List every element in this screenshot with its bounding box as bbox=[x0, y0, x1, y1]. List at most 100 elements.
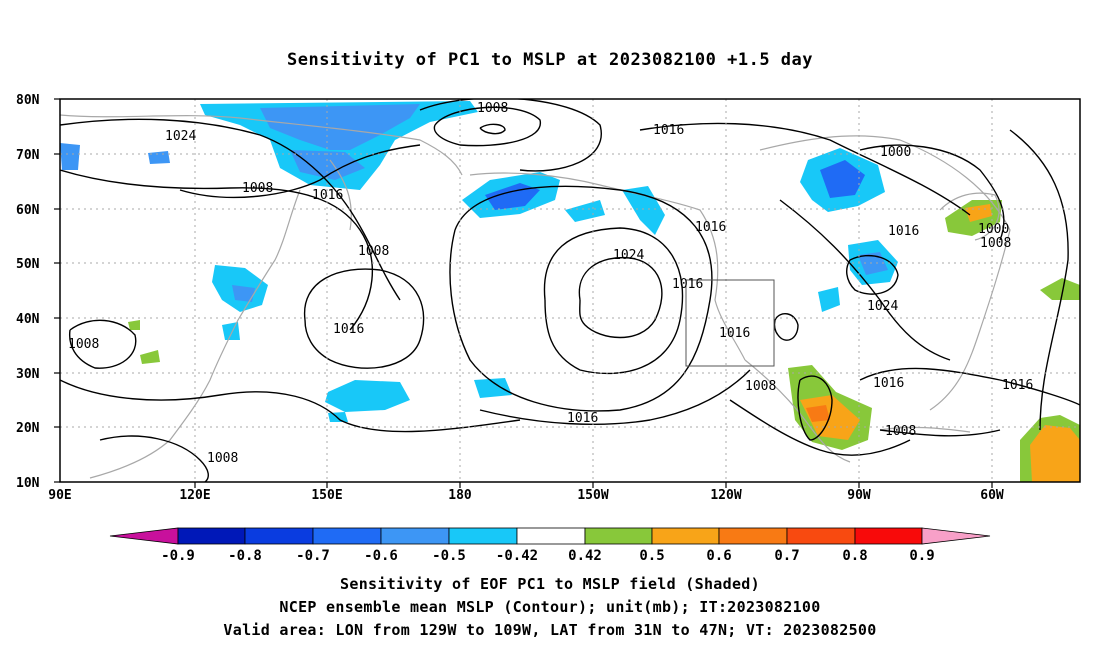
coast-asia-north bbox=[60, 114, 463, 176]
map-border bbox=[59, 98, 1081, 483]
contour-label: 1000 bbox=[880, 145, 911, 160]
contour-label: 1016 bbox=[1002, 378, 1033, 393]
colorbar-swatch bbox=[854, 527, 923, 545]
colorbar-swatch bbox=[109, 527, 179, 545]
coast-asia-east bbox=[89, 189, 301, 479]
colorbar-swatch bbox=[448, 527, 518, 545]
contour-line bbox=[859, 367, 1080, 406]
caption-line-3: Valid area: LON from 129W to 109W, LAT f… bbox=[223, 621, 877, 639]
shade-pos-atlantic bbox=[1040, 278, 1080, 300]
shade-neg-small-1 bbox=[148, 151, 170, 164]
coast-na-east bbox=[759, 135, 1011, 411]
contour-line bbox=[729, 399, 911, 456]
caption-line-1: Sensitivity of EOF PC1 to MSLP field (Sh… bbox=[340, 575, 760, 593]
lon-label: 180 bbox=[448, 488, 472, 503]
valid-area-box bbox=[685, 279, 775, 367]
lon-label: 120W bbox=[710, 488, 741, 503]
contour-line bbox=[179, 144, 421, 199]
colorbar-swatch bbox=[244, 527, 314, 545]
shade-neg-bering-core bbox=[485, 183, 540, 210]
contour-line bbox=[99, 435, 209, 482]
colorbar-swatch bbox=[651, 527, 720, 545]
colorbar-label: -0.8 bbox=[228, 548, 262, 564]
contour-line bbox=[1009, 129, 1069, 431]
coast-alaska bbox=[469, 172, 746, 361]
shade-neg-gulf-alaska-1 bbox=[565, 200, 605, 222]
contour-label: 1016 bbox=[333, 322, 364, 337]
contour-line bbox=[859, 144, 1005, 241]
lon-label: 60W bbox=[980, 488, 1004, 503]
colorbar-label: 0.5 bbox=[639, 548, 664, 564]
tick-marks bbox=[54, 98, 993, 488]
coastlines bbox=[60, 114, 1011, 479]
contour-line bbox=[639, 122, 971, 216]
contour-label: 1016 bbox=[653, 123, 684, 138]
shade-neg-pacific-mid2 bbox=[474, 378, 512, 398]
lon-label: 150E bbox=[311, 488, 342, 503]
shade-pos-small-2 bbox=[140, 350, 160, 364]
contour-label: 1024 bbox=[867, 299, 898, 314]
contour-line bbox=[779, 199, 951, 361]
lat-label: 70N bbox=[16, 148, 40, 163]
contour-line bbox=[479, 369, 751, 426]
contour-label: 1016 bbox=[672, 277, 703, 292]
lat-label: 40N bbox=[16, 312, 40, 327]
colorbar-swatch bbox=[380, 527, 450, 545]
lon-labels: 90E 120E 150E 180 150W 120W 90W 60W bbox=[48, 488, 1004, 503]
colorbar-label: 0.7 bbox=[774, 548, 799, 564]
colorbar-label: -0.6 bbox=[364, 548, 398, 564]
contour-labels: 1008 1024 1016 1008 1008 1016 1008 1016 … bbox=[68, 101, 1033, 466]
contour-label: 1008 bbox=[207, 451, 238, 466]
colorbar-swatch bbox=[177, 527, 246, 545]
contour-line bbox=[846, 254, 899, 295]
contour-line bbox=[578, 256, 663, 339]
colorbar: -0.9 -0.8 -0.7 -0.6 -0.5 -0.42 0.42 0.5 … bbox=[109, 527, 991, 564]
contour-label: 1016 bbox=[719, 326, 750, 341]
colorbar-label: -0.42 bbox=[496, 548, 538, 564]
colorbar-label: -0.7 bbox=[296, 548, 330, 564]
shade-pos-atlantic-south-core bbox=[1030, 425, 1080, 482]
contour-line bbox=[68, 319, 137, 369]
lat-label: 10N bbox=[16, 476, 40, 491]
coast-kamchatka bbox=[329, 159, 352, 231]
lon-label: 90W bbox=[847, 488, 871, 503]
lat-label: 30N bbox=[16, 367, 40, 382]
contour-label: 1008 bbox=[68, 337, 99, 352]
colorbar-label: 0.42 bbox=[568, 548, 602, 564]
contour-label: 1016 bbox=[567, 411, 598, 426]
colorbar-label: -0.9 bbox=[161, 548, 195, 564]
gridlines bbox=[60, 99, 1080, 482]
shade-neg-arctic-core bbox=[260, 104, 420, 150]
contour-label: 1008 bbox=[885, 424, 916, 439]
contour-line bbox=[303, 268, 425, 369]
shade-neg-small-us bbox=[818, 287, 840, 312]
shade-neg-west-edge bbox=[60, 143, 80, 170]
contour-label: 1008 bbox=[745, 379, 776, 394]
contour-line bbox=[879, 429, 1001, 437]
colorbar-swatch bbox=[921, 527, 991, 545]
contour-line bbox=[773, 313, 799, 341]
caption-line-2: NCEP ensemble mean MSLP (Contour); unit(… bbox=[279, 598, 821, 616]
contour-label: 1016 bbox=[695, 220, 726, 235]
shade-neg-pacific-small bbox=[328, 412, 348, 422]
contour-line bbox=[60, 118, 401, 301]
shade-pos-mexico-core bbox=[800, 395, 860, 440]
shade-neg-japan-core bbox=[232, 285, 255, 302]
contour-label: 1008 bbox=[980, 236, 1011, 251]
colorbar-label: 0.8 bbox=[842, 548, 867, 564]
shade-neg-pacific-mid bbox=[325, 380, 410, 412]
shade-neg-canada-core bbox=[820, 160, 865, 198]
contour-label: 1016 bbox=[312, 188, 343, 203]
contour-label: 1008 bbox=[358, 244, 389, 259]
colorbar-swatch bbox=[312, 527, 382, 545]
contour-label: 1000 bbox=[978, 222, 1009, 237]
lat-label: 80N bbox=[16, 93, 40, 108]
contour-label: 1024 bbox=[613, 248, 644, 263]
colorbar-swatch bbox=[786, 527, 856, 545]
colorbar-label: 0.6 bbox=[706, 548, 731, 564]
contour-label: 1016 bbox=[873, 376, 904, 391]
contour-line bbox=[543, 227, 684, 375]
shade-pos-mexico-deep bbox=[806, 405, 830, 422]
